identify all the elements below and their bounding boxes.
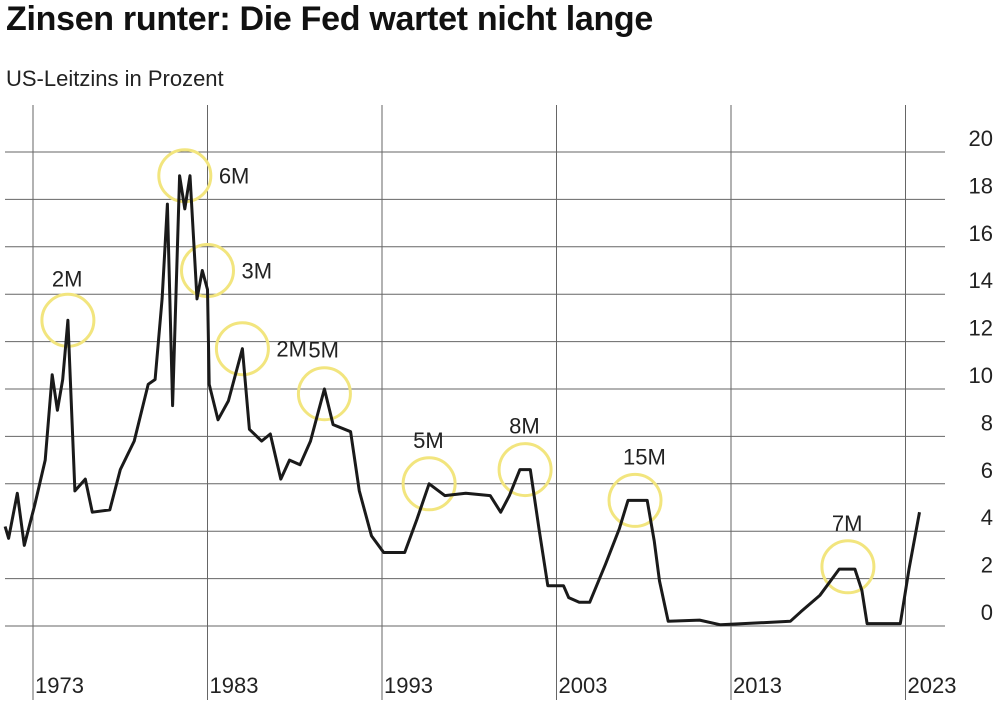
y-tick-label: 10 [969, 363, 993, 388]
y-tick-label: 18 [969, 173, 993, 198]
x-tick-label: 1983 [210, 673, 259, 698]
y-tick-label: 8 [981, 410, 993, 435]
y-tick-label: 2 [981, 553, 993, 578]
x-tick-label: 2003 [559, 673, 608, 698]
annotation-label: 6M [219, 164, 250, 189]
annotation-label: 7M [832, 511, 863, 536]
chart-title: Zinsen runter: Die Fed wartet nicht lang… [6, 0, 654, 38]
y-tick-label: 6 [981, 458, 993, 483]
annotation-circle [296, 366, 352, 422]
x-tick-label: 1973 [35, 673, 84, 698]
y-tick-label: 14 [969, 268, 993, 293]
annotation-label: 15M [623, 444, 666, 469]
annotation-label: 3M [242, 259, 273, 284]
y-tick-label: 20 [969, 126, 993, 151]
annotation-circle [820, 539, 876, 595]
annotation-label: 8M [509, 414, 540, 439]
annotation-circle [401, 456, 457, 512]
annotation-circle [214, 321, 270, 377]
y-tick-label: 0 [981, 600, 993, 625]
x-tick-label: 2013 [733, 673, 782, 698]
rate-line [3, 174, 921, 627]
y-tick-label: 12 [969, 316, 993, 341]
x-tick-label: 2023 [908, 673, 957, 698]
annotation-circle [607, 472, 663, 528]
y-tick-label: 4 [981, 505, 993, 530]
annotation-label: 2M [52, 266, 83, 291]
x-tick-label: 1993 [384, 673, 433, 698]
annotation-label: 5M [413, 428, 444, 453]
annotation-label: 5M [308, 338, 339, 363]
annotation-circle [157, 148, 213, 204]
y-axis-label: US-Leitzins in Prozent [6, 66, 224, 91]
y-tick-label: 16 [969, 221, 993, 246]
annotation-circle [497, 442, 553, 498]
annotation-label: 2M [276, 337, 307, 362]
